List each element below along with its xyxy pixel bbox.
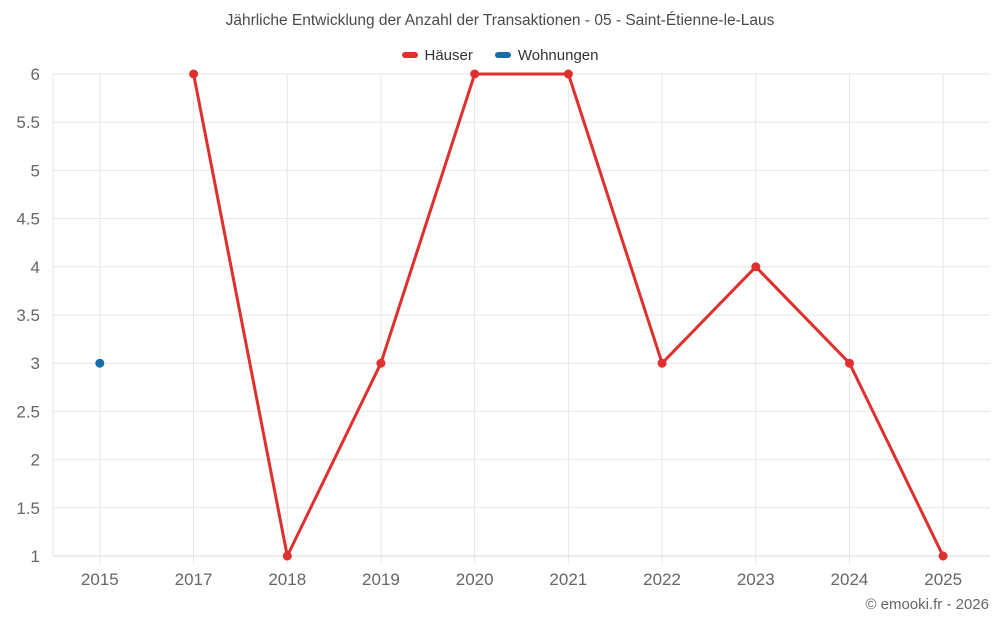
x-axis-label: 2023 [737,570,775,589]
y-axis-label: 1.5 [16,499,40,518]
x-axis-label: 2021 [549,570,587,589]
y-axis-label: 4 [31,258,40,277]
copyright-footer: © emooki.fr - 2026 [865,596,989,613]
legend-label: Wohnungen [517,46,599,64]
data-point-hauser-2019[interactable] [376,358,386,368]
data-point-hauser-2017[interactable] [189,69,199,79]
chart-title: Jährliche Entwicklung der Anzahl der Tra… [225,12,775,29]
data-point-hauser-2023[interactable] [751,262,761,272]
data-point-wohnungen-2015[interactable] [95,358,105,368]
y-axis-label: 5 [31,161,40,180]
x-axis-label: 2025 [924,570,962,589]
y-axis-label: 4.5 [16,210,40,229]
x-axis-label: 2024 [831,570,869,589]
x-axis-label: 2015 [81,570,119,589]
y-axis-label: 5.5 [16,113,40,132]
y-axis-label: 3.5 [16,306,40,325]
data-point-hauser-2020[interactable] [470,69,480,79]
data-point-hauser-2025[interactable] [938,551,948,561]
x-axis-label: 2017 [175,570,213,589]
data-point-hauser-2021[interactable] [563,69,573,79]
x-axis-label: 2022 [643,570,681,589]
data-point-hauser-2018[interactable] [282,551,292,561]
x-axis-label: 2018 [268,570,306,589]
legend: Häuser Wohnungen [0,45,1000,65]
y-axis-label: 2.5 [16,402,40,421]
legend-item-wohnungen[interactable]: Wohnungen [494,46,599,64]
data-point-hauser-2024[interactable] [845,358,854,368]
x-axis-label: 2020 [456,570,494,589]
y-axis-label: 2 [31,451,40,470]
data-point-hauser-2022[interactable] [657,358,667,368]
legend-item-hauser[interactable]: Häuser [401,46,473,64]
legend-swatch-icon [401,52,418,58]
y-axis-label: 6 [31,65,40,84]
y-axis-label: 1 [31,547,40,566]
x-axis-label: 2019 [362,570,400,589]
legend-label: Häuser [424,46,473,64]
legend-swatch-icon [494,52,511,58]
y-axis-label: 3 [31,354,40,373]
